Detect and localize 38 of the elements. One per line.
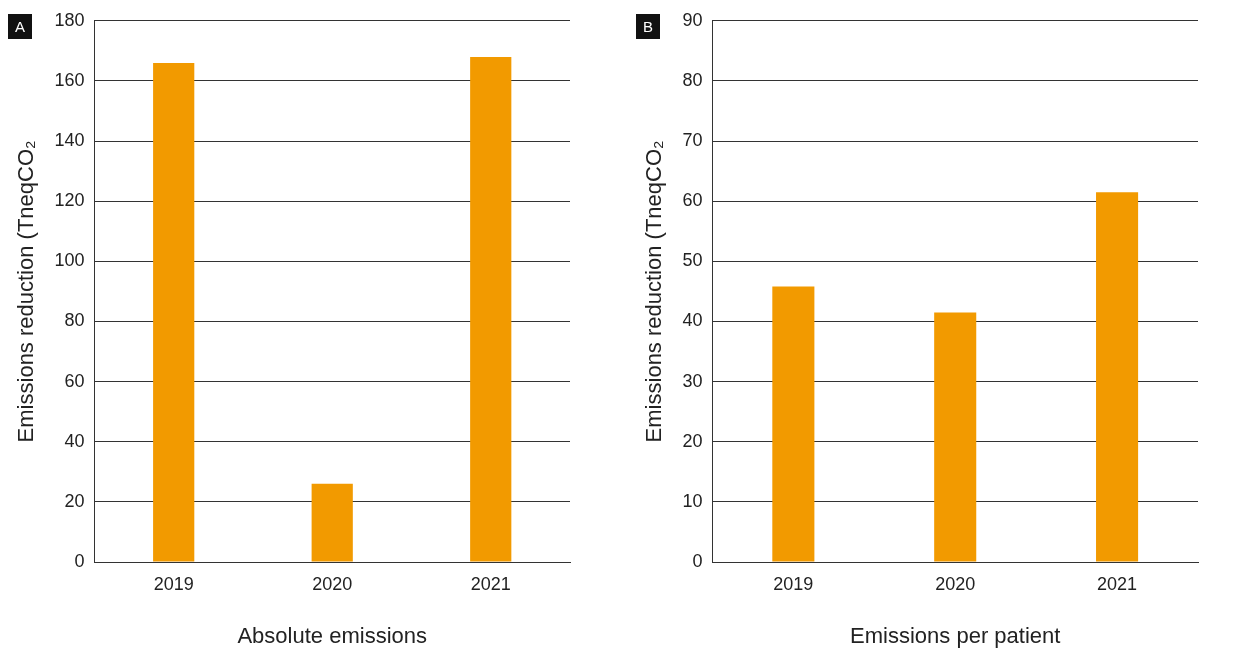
- y-tick-label: 40: [682, 310, 703, 331]
- y-axis-title: Emissions reduction (TneqCO₂: [641, 140, 667, 443]
- y-tick-label: 140: [54, 130, 85, 151]
- y-tick-label: 100: [54, 250, 85, 271]
- y-tick-label: 60: [682, 190, 703, 211]
- bar: [311, 483, 353, 562]
- x-axis-title: Absolute emissions: [237, 622, 427, 648]
- x-tick-label: 2021: [470, 573, 511, 594]
- x-tick-label: 2021: [1097, 573, 1138, 594]
- x-tick-label: 2019: [153, 573, 194, 594]
- x-tick-label: 2020: [312, 573, 353, 594]
- y-tick-label: 0: [74, 550, 85, 571]
- y-tick-label: 160: [54, 69, 85, 90]
- y-tick-label: 60: [64, 370, 85, 391]
- y-tick-label: 10: [682, 490, 703, 511]
- bar: [934, 312, 977, 562]
- y-tick-label: 20: [682, 430, 703, 451]
- y-tick-label: 80: [682, 69, 703, 90]
- y-tick-label: 50: [682, 250, 703, 271]
- bar: [470, 56, 512, 562]
- bar: [772, 286, 815, 562]
- y-tick-label: 30: [682, 370, 703, 391]
- y-tick-label: 20: [64, 490, 85, 511]
- x-axis-title: Emissions per patient: [850, 622, 1061, 648]
- x-tick-label: 2020: [935, 573, 976, 594]
- y-tick-label: 40: [64, 430, 85, 451]
- y-tick-label: 70: [682, 130, 703, 151]
- chart-title: A: [8, 14, 33, 39]
- chart-title: B: [636, 14, 661, 39]
- y-tick-label: 180: [54, 9, 85, 30]
- x-tick-label: 2019: [773, 573, 814, 594]
- y-axis-title: Emissions reduction (TneqCO₂: [13, 140, 39, 443]
- bar: [1096, 192, 1139, 562]
- y-tick-label: 0: [692, 550, 703, 571]
- y-tick-label: 90: [682, 9, 703, 30]
- bar: [153, 62, 195, 562]
- y-tick-label: 80: [64, 310, 85, 331]
- y-tick-label: 120: [54, 190, 85, 211]
